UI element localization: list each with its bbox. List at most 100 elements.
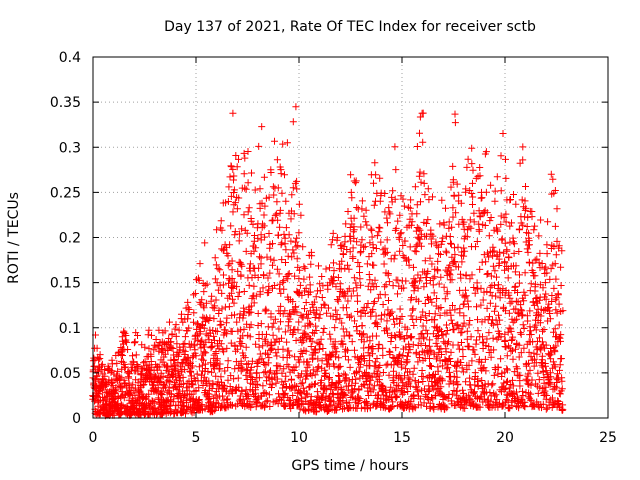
data-point xyxy=(384,360,392,368)
data-point xyxy=(145,345,153,353)
data-point xyxy=(520,344,528,352)
data-point xyxy=(490,247,498,255)
data-point xyxy=(550,243,558,250)
data-point xyxy=(546,378,553,386)
data-point xyxy=(405,256,412,264)
data-point xyxy=(347,292,355,300)
data-point xyxy=(120,394,128,402)
data-point xyxy=(277,302,285,310)
data-point xyxy=(466,374,474,382)
data-point xyxy=(509,355,517,363)
data-point xyxy=(237,260,245,268)
data-point xyxy=(272,210,280,218)
data-point xyxy=(451,119,459,127)
data-point xyxy=(338,319,346,327)
data-point xyxy=(510,249,518,257)
data-point xyxy=(366,337,374,345)
data-point xyxy=(552,306,560,314)
data-point xyxy=(464,155,472,163)
data-point xyxy=(540,326,548,333)
data-point xyxy=(281,171,288,179)
data-point xyxy=(552,251,560,259)
data-point xyxy=(434,243,442,251)
data-point xyxy=(413,210,421,218)
data-point xyxy=(412,383,420,391)
data-point xyxy=(217,321,225,328)
data-point xyxy=(542,367,550,375)
data-point xyxy=(119,352,126,359)
data-point xyxy=(431,316,439,324)
data-point xyxy=(476,164,484,171)
data-point xyxy=(419,322,427,330)
data-point xyxy=(466,275,474,283)
data-point xyxy=(519,156,527,164)
data-point xyxy=(417,198,424,206)
data-point xyxy=(383,248,391,256)
data-point xyxy=(470,218,478,226)
data-point xyxy=(436,311,444,319)
data-point xyxy=(352,177,360,185)
data-point xyxy=(341,292,349,300)
data-point xyxy=(252,292,260,300)
data-point xyxy=(458,258,466,266)
data-point xyxy=(259,342,267,350)
data-point xyxy=(367,225,375,233)
data-point xyxy=(542,405,550,413)
data-point xyxy=(256,290,264,298)
data-point xyxy=(332,383,340,391)
data-point xyxy=(263,340,271,348)
data-point xyxy=(291,303,299,311)
data-point xyxy=(265,354,273,362)
data-point xyxy=(468,190,476,197)
data-point xyxy=(447,348,455,356)
data-point xyxy=(340,370,348,378)
data-point xyxy=(295,318,303,326)
data-point xyxy=(118,384,126,392)
data-point xyxy=(415,351,423,359)
data-point xyxy=(547,380,555,388)
data-point xyxy=(273,352,281,360)
data-point xyxy=(238,387,246,395)
data-point xyxy=(231,365,239,373)
data-point xyxy=(365,371,373,379)
data-point xyxy=(418,367,426,374)
data-point xyxy=(453,387,461,395)
data-point xyxy=(346,224,354,231)
x-tick-label: 15 xyxy=(393,430,411,446)
data-point xyxy=(387,404,395,412)
data-point xyxy=(307,320,315,328)
data-point xyxy=(252,244,260,252)
data-point xyxy=(491,197,499,205)
data-point xyxy=(202,349,210,357)
data-point xyxy=(298,339,306,347)
data-point xyxy=(240,211,248,219)
data-point xyxy=(420,170,428,178)
data-point xyxy=(473,336,480,344)
data-point xyxy=(299,337,307,345)
data-point xyxy=(309,366,317,374)
data-point xyxy=(416,113,424,121)
data-point xyxy=(121,363,129,371)
data-point xyxy=(449,176,457,184)
data-point xyxy=(230,299,238,307)
data-point xyxy=(410,403,418,411)
data-point xyxy=(181,365,189,373)
data-point xyxy=(404,388,412,395)
data-point xyxy=(542,263,550,271)
data-point xyxy=(410,287,418,295)
data-point xyxy=(396,333,404,341)
data-point xyxy=(372,283,380,290)
data-point xyxy=(293,185,301,193)
data-point xyxy=(443,365,451,373)
data-point xyxy=(390,315,397,323)
data-point xyxy=(174,352,182,360)
data-point xyxy=(476,172,484,180)
data-point xyxy=(552,342,560,350)
data-point xyxy=(411,283,419,291)
data-point xyxy=(335,354,343,362)
data-point xyxy=(223,344,231,352)
data-point xyxy=(221,367,229,375)
data-point xyxy=(138,371,146,379)
data-point xyxy=(457,199,465,207)
